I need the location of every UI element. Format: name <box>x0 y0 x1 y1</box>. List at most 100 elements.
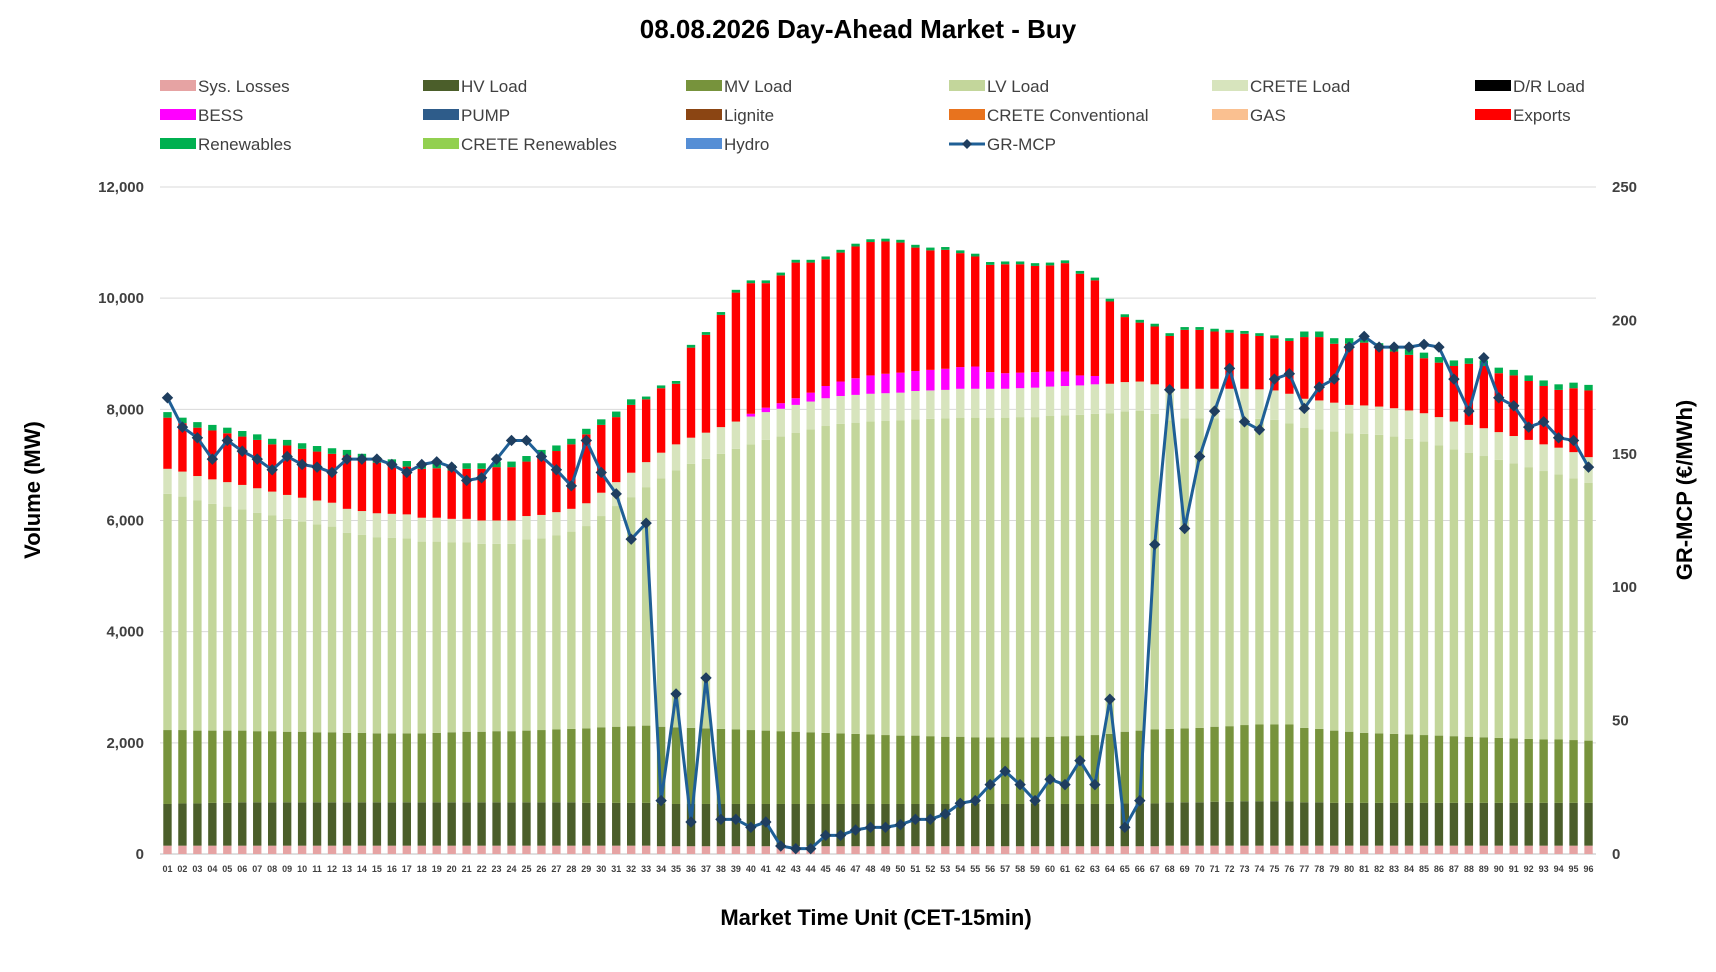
bar-segment <box>1180 418 1189 729</box>
bar-segment <box>896 239 905 243</box>
bar-segment <box>552 845 561 854</box>
bar-segment <box>1479 802 1488 846</box>
bar-segment <box>761 730 770 804</box>
bar-segment <box>1359 405 1369 434</box>
bar-segment <box>582 845 591 854</box>
mcp-point <box>550 464 563 476</box>
bar-segment <box>806 392 815 402</box>
bar-segment <box>1330 845 1339 854</box>
bar-segment <box>1150 384 1159 414</box>
bar-segment <box>1180 845 1189 854</box>
bar-segment <box>851 846 860 854</box>
bar-segment <box>462 845 471 854</box>
mcp-point <box>879 821 892 834</box>
bar-segment <box>1479 845 1488 854</box>
bar-segment <box>1105 383 1115 414</box>
bar-segment <box>1494 845 1503 854</box>
bar-segment <box>1494 737 1503 803</box>
mcp-point <box>1178 522 1191 535</box>
bar-segment <box>1030 417 1040 738</box>
x-tick-label: 81 <box>1359 864 1369 874</box>
bar-segment <box>1045 803 1055 847</box>
x-tick-label: 20 <box>447 864 457 874</box>
bar-segment <box>1554 845 1563 854</box>
x-tick-label: 65 <box>1120 864 1130 874</box>
bar-segment <box>896 735 905 804</box>
x-tick-label: 33 <box>641 864 651 874</box>
x-tick-label: 27 <box>551 864 561 874</box>
bar-segment <box>1300 727 1309 803</box>
x-tick-label: 29 <box>581 864 591 874</box>
bar-segment <box>656 385 666 389</box>
bar-segment <box>1150 323 1159 327</box>
mcp-point <box>834 829 847 842</box>
mcp-point <box>1089 778 1101 791</box>
bar-segment <box>1165 845 1174 854</box>
bar-segment <box>297 521 307 732</box>
bar-segment <box>1315 845 1324 854</box>
bar-segment <box>1389 802 1399 846</box>
bar-segment <box>851 378 860 395</box>
bar-segment <box>1210 726 1219 802</box>
bar-segment <box>746 283 756 414</box>
bar-segment <box>1030 387 1040 418</box>
x-tick-label: 75 <box>1269 864 1279 874</box>
bar-segment <box>1060 385 1070 416</box>
mcp-point <box>595 466 607 479</box>
bar-segment <box>836 395 845 424</box>
mcp-point <box>655 794 667 807</box>
bar-segment <box>507 520 516 544</box>
mcp-point <box>1208 405 1221 417</box>
bar-segment <box>746 444 756 731</box>
bar-segment <box>327 453 337 503</box>
bar-segment <box>1300 845 1309 854</box>
bar-segment <box>926 250 935 370</box>
bar-segment <box>1554 802 1563 846</box>
legend-swatch <box>423 138 459 149</box>
mcp-point <box>1313 381 1325 393</box>
bar-segment <box>1180 329 1189 389</box>
bar-segment <box>911 735 920 804</box>
bar-segment <box>627 472 636 498</box>
x-tick-label: 53 <box>940 864 950 874</box>
y-tick-label: 10,000 <box>98 290 144 307</box>
bar-segment <box>447 542 456 733</box>
bar-segment <box>1180 728 1189 803</box>
bar-segment <box>866 393 875 422</box>
bar-segment <box>402 733 411 803</box>
bar-segment <box>342 532 352 733</box>
x-tick-label: 93 <box>1539 864 1549 874</box>
bar-segment <box>716 846 726 854</box>
bar-segment <box>1255 724 1264 802</box>
bar-segment <box>238 509 247 731</box>
bar-segment <box>387 802 397 846</box>
x-tick-label: 21 <box>462 864 472 874</box>
bar-segment <box>821 426 830 733</box>
bar-segment <box>1509 463 1518 739</box>
mcp-point <box>1268 373 1281 385</box>
bar-segment <box>1075 735 1085 804</box>
bar-segment <box>641 725 651 803</box>
bar-segment <box>656 452 666 479</box>
bar-segment <box>208 479 217 504</box>
x-tick-label: 60 <box>1045 864 1055 874</box>
mcp-point <box>445 461 458 473</box>
bar-segment <box>597 845 606 854</box>
bar-segment <box>238 730 247 803</box>
x-tick-label: 87 <box>1449 864 1459 874</box>
bar-segment <box>1419 735 1429 803</box>
bar-segment <box>1180 388 1189 419</box>
bar-segment <box>1240 725 1249 802</box>
bar-segment <box>1060 846 1070 854</box>
x-tick-label: 52 <box>925 864 935 874</box>
bar-segment <box>971 846 980 854</box>
mcp-point <box>1014 778 1026 791</box>
x-tick-label: 42 <box>776 864 786 874</box>
bar-segment <box>357 802 367 846</box>
bar-segment <box>1374 845 1384 854</box>
y2-axis-title: GR-MCP (€/MWh) <box>1672 400 1697 580</box>
bar-segment <box>986 264 995 373</box>
bar-segment <box>1300 331 1309 338</box>
bar-segment <box>357 845 367 854</box>
